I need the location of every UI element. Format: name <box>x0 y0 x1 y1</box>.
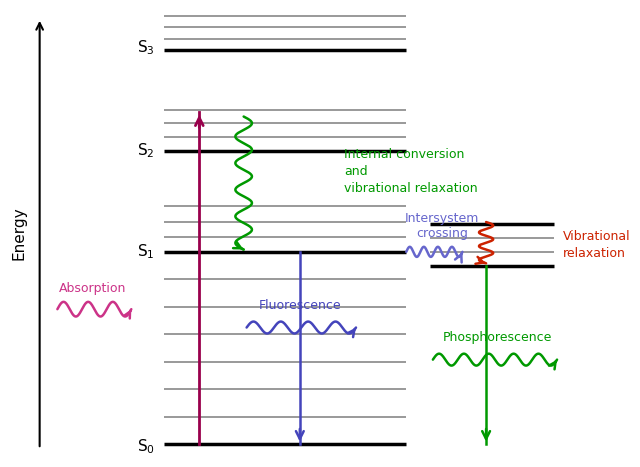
Text: Phosphorescence: Phosphorescence <box>444 332 552 345</box>
Text: Internal conversion
and
vibrational relaxation: Internal conversion and vibrational rela… <box>344 148 478 195</box>
Text: Vibrational
relaxation: Vibrational relaxation <box>563 230 630 260</box>
Text: Energy: Energy <box>12 207 26 260</box>
Text: S$_2$: S$_2$ <box>138 142 155 160</box>
Text: Absorption: Absorption <box>59 283 127 296</box>
Text: S$_3$: S$_3$ <box>137 38 155 57</box>
Text: S$_0$: S$_0$ <box>137 438 155 456</box>
Text: Intersystem
crossing: Intersystem crossing <box>404 212 479 241</box>
Text: Fluorescence: Fluorescence <box>259 299 341 312</box>
Text: S$_1$: S$_1$ <box>138 242 155 261</box>
